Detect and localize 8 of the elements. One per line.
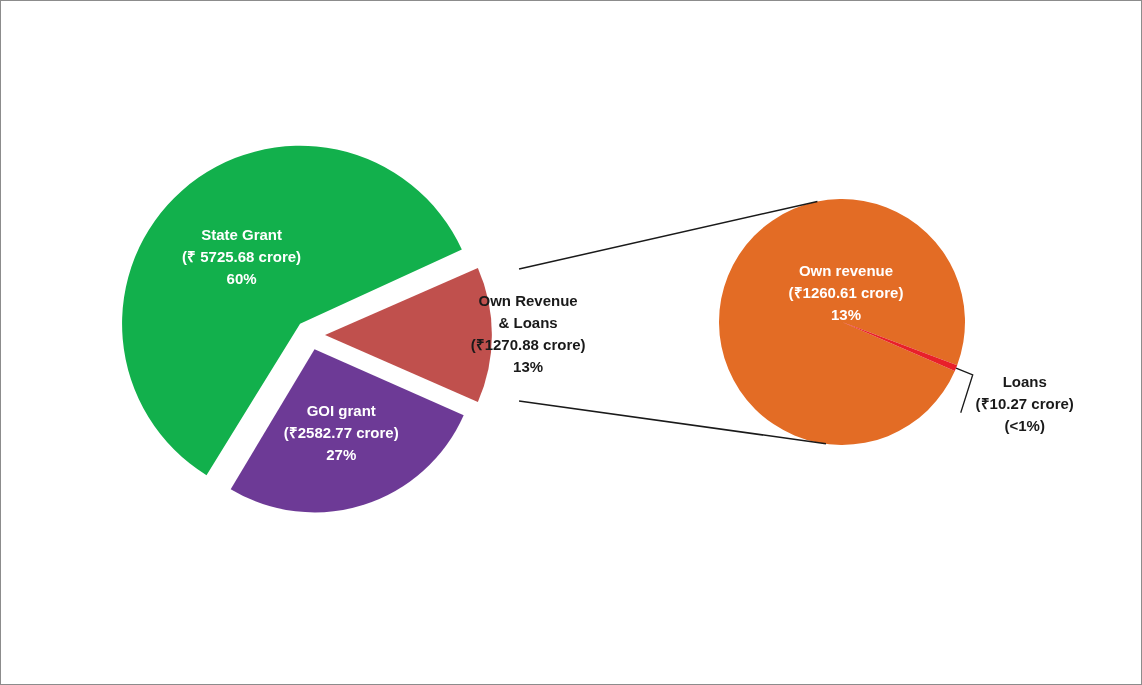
data-label: (₹10.27 crore) (<1%) <box>975 394 1074 434</box>
slice-label: Loans <box>1002 372 1047 390</box>
data-label: (₹ 5725.68 crore) 60% <box>182 247 302 287</box>
data-label: (₹2582.77 crore) 27% <box>283 423 399 463</box>
slice-label: GOI grant <box>306 401 376 419</box>
data-label: (₹1260.61 crore) 13% <box>788 284 904 324</box>
slice-label: Own revenue <box>798 262 894 280</box>
slice-label: State Grant <box>201 225 282 243</box>
